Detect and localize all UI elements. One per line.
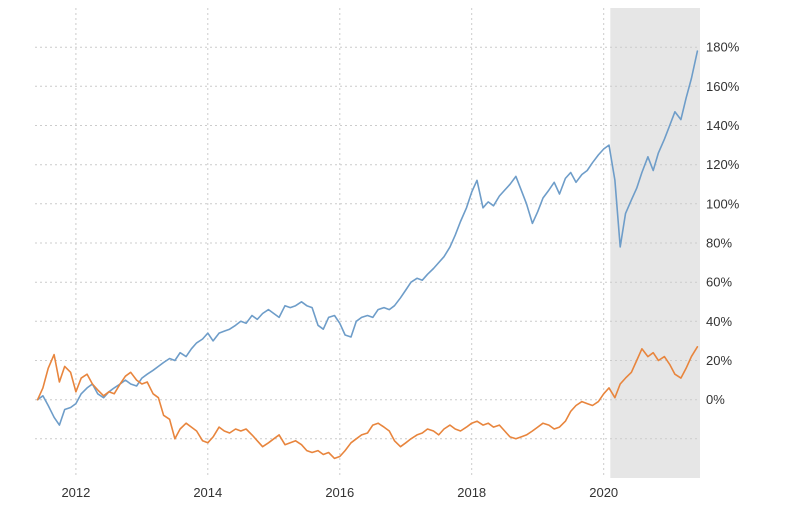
- y-axis-label: 20%: [706, 353, 732, 368]
- x-axis-label: 2016: [325, 485, 354, 500]
- x-axis-label: 2020: [589, 485, 618, 500]
- y-axis-label: 100%: [706, 196, 740, 211]
- y-axis-label: 80%: [706, 236, 732, 251]
- y-axis-label: 160%: [706, 79, 740, 94]
- y-axis-label: 0%: [706, 392, 725, 407]
- y-axis-label: 40%: [706, 314, 732, 329]
- y-axis-label: 180%: [706, 40, 740, 55]
- line-series-blue: [36, 50, 699, 426]
- y-axis-label: 60%: [706, 275, 732, 290]
- y-axis-label: 120%: [706, 157, 740, 172]
- line-series-orange: [36, 346, 699, 460]
- y-axis-label: 140%: [706, 118, 740, 133]
- x-axis-label: 2018: [457, 485, 486, 500]
- x-axis-label: 2012: [61, 485, 90, 500]
- x-axis-label: 2014: [193, 485, 222, 500]
